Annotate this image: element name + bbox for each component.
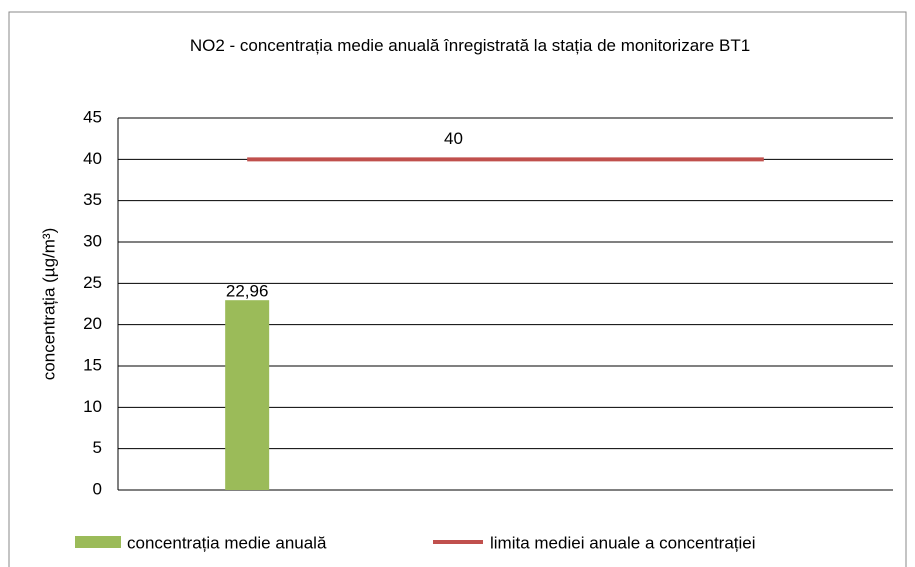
y-tick-label: 25 bbox=[83, 273, 102, 292]
y-tick-label: 0 bbox=[93, 479, 102, 498]
legend-label: concentrația medie anuală bbox=[127, 533, 327, 552]
y-tick-label: 15 bbox=[83, 355, 102, 374]
data-label: 40 bbox=[444, 129, 463, 148]
legend-label: limita mediei anuale a concentrației bbox=[490, 533, 756, 552]
y-axis-label: concentrația (µg/m³) bbox=[39, 228, 58, 380]
data-label: 22,96 bbox=[226, 282, 269, 301]
y-tick-label: 30 bbox=[83, 231, 102, 250]
y-tick-label: 10 bbox=[83, 397, 102, 416]
y-tick-label: 20 bbox=[83, 314, 102, 333]
legend-swatch bbox=[75, 536, 121, 548]
bar bbox=[225, 300, 270, 490]
chart-title: NO2 - concentrația medie anuală înregist… bbox=[189, 36, 751, 55]
y-tick-label: 45 bbox=[83, 107, 102, 126]
chart-border bbox=[8, 11, 907, 567]
y-tick-label: 35 bbox=[83, 190, 102, 209]
y-tick-label: 5 bbox=[93, 438, 102, 457]
y-tick-label: 40 bbox=[83, 149, 102, 168]
